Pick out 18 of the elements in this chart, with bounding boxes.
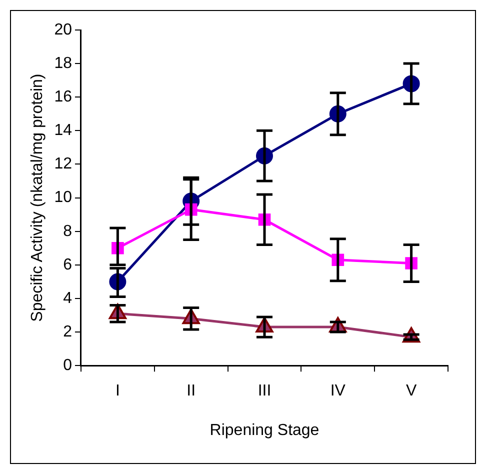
y-tick-label: 10 [54, 189, 72, 206]
y-tick-label: 14 [54, 122, 72, 140]
x-tick-label: III [258, 382, 272, 400]
x-axis-title: Ripening Stage [210, 422, 320, 439]
x-tick-label: I [115, 382, 120, 400]
y-tick-label: 16 [54, 88, 72, 106]
y-tick-label: 12 [54, 156, 72, 173]
x-tick-label: IV [330, 382, 346, 400]
y-tick-label: 0 [63, 357, 72, 374]
y-tick-label: 2 [63, 323, 72, 340]
x-tick-label: V [406, 382, 417, 400]
y-tick-label: 4 [63, 290, 72, 307]
y-tick-label: 8 [63, 222, 72, 240]
y-tick-label: 18 [54, 54, 72, 72]
y-axis-title: Specific Activity (nkatal/mg protein) [29, 74, 46, 322]
y-tick-label: 6 [63, 256, 72, 274]
y-tick-label: 20 [54, 21, 72, 38]
x-tick-label: II [186, 382, 196, 400]
